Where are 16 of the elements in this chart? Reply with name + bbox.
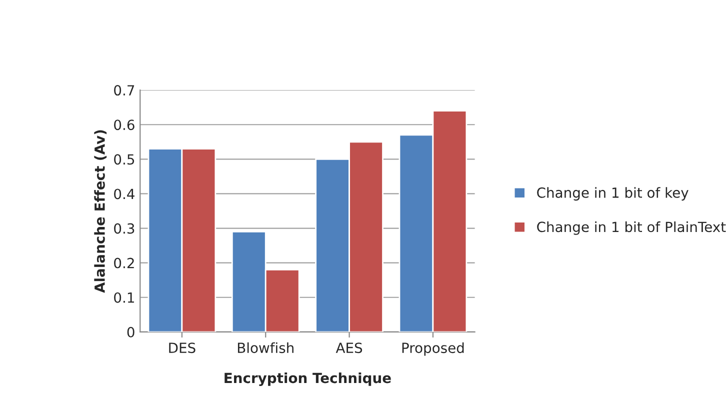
y-tick-label: 0.3	[114, 223, 134, 234]
y-tick-label: 0.2	[114, 258, 134, 268]
y-tick-label: 0.4	[114, 188, 134, 200]
legend-label: Change in 1 bit of key	[537, 187, 688, 201]
x-tick-label: Blowfish	[238, 342, 294, 354]
x-tick-label: Proposed	[402, 342, 464, 356]
x-axis-title: Encryption Technique	[224, 372, 391, 386]
y-tick-label: 0.6	[114, 120, 134, 130]
x-tick-label: AES	[336, 342, 362, 354]
legend-label: Change in 1 bit of PlainText	[537, 221, 726, 235]
y-tick-label: 0.1	[114, 292, 134, 303]
x-tick-label: DES	[169, 342, 196, 354]
y-axis-title: Alalanche Effect (Av)	[94, 130, 107, 293]
y-tick-label: 0	[127, 326, 134, 338]
y-tick-label: 0.5	[114, 154, 134, 165]
y-tick-label: 0.7	[114, 85, 134, 96]
